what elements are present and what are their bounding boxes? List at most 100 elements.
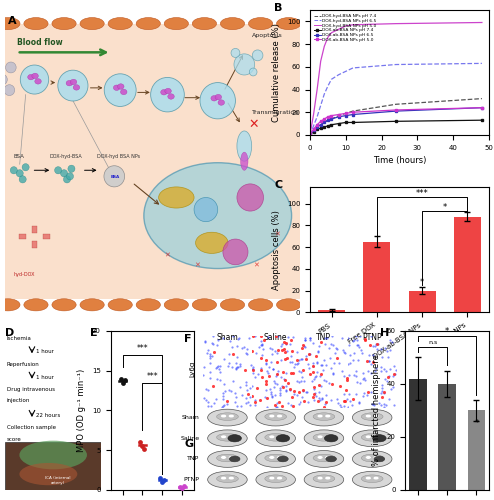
Point	[176, 483, 184, 491]
Ellipse shape	[194, 198, 218, 222]
Ellipse shape	[52, 299, 76, 311]
Text: ✕: ✕	[194, 262, 200, 268]
DOX-ab-BSA NPs pH 5.0	[318, 118, 324, 124]
DOX-ab-BSA NPs pH 6.5	[479, 104, 485, 110]
Bar	[409, 378, 427, 490]
Y-axis label: Apoptosis cells (%): Apoptosis cells (%)	[272, 210, 281, 290]
Circle shape	[16, 170, 23, 177]
Circle shape	[4, 84, 15, 96]
Circle shape	[19, 176, 26, 183]
Ellipse shape	[220, 299, 245, 311]
Circle shape	[252, 50, 263, 61]
Line: DOX-ab-BSA NPs pH 6.5: DOX-ab-BSA NPs pH 6.5	[309, 106, 483, 136]
DOX-ab-BSA NPs pH 7.4	[343, 120, 349, 126]
DOX-hyd-BSA NPs pH 5.0	[393, 20, 399, 26]
Text: ***: ***	[147, 372, 158, 380]
DOX-hyd-BSA NPs pH 5.0	[321, 44, 327, 50]
DOX-ab-BSA NPs pH 7.4	[350, 120, 356, 126]
Text: E: E	[89, 328, 97, 338]
DOX-ab-BSA NPs pH 6.5	[318, 122, 324, 128]
DOX-ab-BSA NPs pH 7.4	[335, 120, 341, 126]
DOX-ab-BSA NPs pH 5.0	[321, 116, 327, 122]
Ellipse shape	[196, 232, 228, 254]
Ellipse shape	[32, 73, 39, 78]
DOX-ab-BSA NPs pH 7.4	[479, 117, 485, 123]
DOX-ab-BSA NPs pH 6.5	[307, 132, 313, 138]
DOX-hyd-BSA NPs pH 5.0	[318, 58, 324, 64]
Point	[157, 474, 165, 482]
Text: *: *	[443, 204, 447, 212]
Text: Blood flow: Blood flow	[17, 38, 62, 47]
Point	[180, 482, 188, 490]
Text: ✕: ✕	[249, 118, 259, 131]
DOX-ab-BSA NPs pH 7.4	[325, 123, 331, 129]
DOX-hyd-BSA NPs pH 6.5	[479, 60, 485, 66]
Ellipse shape	[24, 18, 48, 29]
Bar	[439, 384, 456, 490]
Circle shape	[68, 165, 75, 172]
DOX-hyd-BSA NPs pH 7.4	[318, 122, 324, 128]
DOX-hyd-BSA NPs pH 5.0	[311, 112, 317, 117]
DOX-ab-BSA NPs pH 6.5	[350, 112, 356, 117]
DOX-hyd-BSA NPs pH 6.5	[311, 123, 317, 129]
Ellipse shape	[19, 463, 77, 485]
Circle shape	[60, 170, 68, 177]
Text: 1 hour: 1 hour	[36, 349, 54, 354]
DOX-ab-BSA NPs pH 6.5	[325, 117, 331, 123]
DOX-ab-BSA NPs pH 7.4	[329, 122, 334, 128]
Ellipse shape	[215, 94, 221, 100]
Y-axis label: Cumulative release (%): Cumulative release (%)	[272, 23, 281, 122]
Circle shape	[63, 176, 71, 183]
Ellipse shape	[159, 187, 194, 208]
DOX-hyd-BSA NPs pH 7.4	[335, 112, 341, 118]
Ellipse shape	[218, 100, 224, 105]
Text: ✕: ✕	[165, 253, 170, 259]
DOX-hyd-BSA NPs pH 5.0	[329, 30, 334, 36]
DOX-hyd-BSA NPs pH 7.4	[350, 108, 356, 114]
DOX-ab-BSA NPs pH 6.5	[321, 120, 327, 126]
Text: C: C	[274, 180, 282, 190]
Ellipse shape	[19, 440, 87, 470]
Ellipse shape	[80, 299, 104, 311]
DOX-hyd-BSA NPs pH 7.4	[311, 128, 317, 134]
DOX-hyd-BSA NPs pH 6.5	[321, 91, 327, 97]
DOX-hyd-BSA NPs pH 7.4	[479, 96, 485, 102]
Ellipse shape	[136, 299, 161, 311]
Text: Drug intravenous: Drug intravenous	[7, 387, 55, 392]
Ellipse shape	[192, 18, 216, 29]
Text: PTNP: PTNP	[184, 477, 200, 482]
DOX-ab-BSA NPs pH 7.4	[321, 124, 327, 130]
DOX-ab-BSA NPs pH 7.4	[311, 128, 317, 134]
DOX-hyd-BSA NPs pH 6.5	[329, 76, 334, 82]
Point	[121, 376, 128, 384]
Ellipse shape	[0, 18, 20, 29]
Line: DOX-ab-BSA NPs pH 5.0: DOX-ab-BSA NPs pH 5.0	[309, 106, 483, 136]
Text: TNP: TNP	[317, 333, 331, 342]
DOX-ab-BSA NPs pH 5.0	[311, 126, 317, 132]
Circle shape	[231, 48, 240, 58]
Bar	[363, 242, 390, 312]
Ellipse shape	[164, 299, 188, 311]
Circle shape	[0, 64, 1, 74]
Ellipse shape	[144, 162, 291, 268]
Ellipse shape	[223, 239, 248, 265]
Text: D: D	[5, 328, 14, 338]
DOX-ab-BSA NPs pH 5.0	[329, 112, 334, 118]
Line: DOX-ab-BSA NPs pH 7.4: DOX-ab-BSA NPs pH 7.4	[309, 119, 483, 136]
DOX-ab-BSA NPs pH 6.5	[335, 114, 341, 120]
DOX-hyd-BSA NPs pH 7.4	[307, 132, 313, 138]
Ellipse shape	[248, 299, 273, 311]
Text: score: score	[7, 436, 22, 442]
DOX-hyd-BSA NPs pH 6.5	[343, 68, 349, 74]
Text: 22 hours: 22 hours	[36, 412, 60, 418]
Ellipse shape	[114, 85, 120, 90]
Circle shape	[55, 166, 62, 174]
Line: DOX-hyd-BSA NPs pH 5.0: DOX-hyd-BSA NPs pH 5.0	[310, 22, 482, 135]
Circle shape	[104, 74, 136, 106]
DOX-hyd-BSA NPs pH 5.0	[350, 22, 356, 28]
Text: Ly6g: Ly6g	[190, 361, 196, 377]
Text: DOX-hyd-BSA: DOX-hyd-BSA	[49, 154, 82, 159]
DOX-hyd-BSA NPs pH 5.0	[307, 132, 313, 138]
Ellipse shape	[161, 90, 167, 95]
Point	[159, 478, 166, 486]
